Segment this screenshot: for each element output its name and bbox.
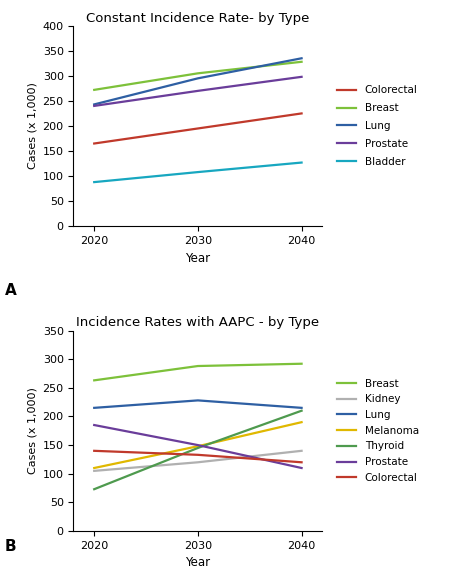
Line: Colorectal: Colorectal [94, 451, 301, 463]
Lung [299, 55, 304, 62]
Y-axis label: Cases (x 1,000): Cases (x 1,000) [27, 387, 37, 474]
Line: Lung: Lung [94, 58, 301, 104]
Line: Melanoma: Melanoma [94, 422, 301, 468]
Breast [195, 70, 201, 77]
Y-axis label: Cases (x 1,000): Cases (x 1,000) [27, 83, 37, 170]
Lung [91, 101, 97, 108]
Colorectal [91, 448, 97, 455]
Text: A: A [5, 283, 17, 297]
Lung [195, 397, 201, 404]
Colorectal [195, 452, 201, 459]
Line: Lung: Lung [94, 400, 301, 408]
Lung [91, 404, 97, 411]
Line: Prostate: Prostate [94, 77, 301, 106]
Kidney [91, 468, 97, 475]
Lung [195, 75, 201, 82]
X-axis label: Year: Year [185, 556, 210, 569]
Breast [299, 58, 304, 65]
Lung [299, 404, 304, 411]
Prostate [299, 74, 304, 81]
Line: Breast: Breast [94, 62, 301, 90]
Breast [91, 377, 97, 384]
Colorectal [299, 459, 304, 466]
Text: B: B [5, 539, 17, 554]
Breast [299, 360, 304, 367]
Kidney [299, 448, 304, 455]
Prostate [91, 102, 97, 109]
Line: Colorectal: Colorectal [94, 114, 301, 143]
Thyroid [299, 407, 304, 414]
X-axis label: Year: Year [185, 251, 210, 264]
Line: Bladder: Bladder [94, 163, 301, 182]
Breast [195, 363, 201, 369]
Prostate [195, 441, 201, 448]
Line: Breast: Breast [94, 364, 301, 380]
Bladder [195, 168, 201, 175]
Breast [91, 86, 97, 93]
Colorectal [195, 125, 201, 132]
Line: Kidney: Kidney [94, 451, 301, 471]
Title: Incidence Rates with AAPC - by Type: Incidence Rates with AAPC - by Type [76, 316, 319, 329]
Colorectal [299, 110, 304, 117]
Title: Constant Incidence Rate- by Type: Constant Incidence Rate- by Type [86, 11, 310, 25]
Thyroid [195, 445, 201, 452]
Melanoma [299, 419, 304, 425]
Melanoma [91, 465, 97, 472]
Line: Prostate: Prostate [94, 425, 301, 468]
Thyroid [91, 486, 97, 493]
Kidney [195, 459, 201, 466]
Line: Thyroid: Thyroid [94, 411, 301, 489]
Prostate [195, 87, 201, 94]
Bladder [91, 179, 97, 186]
Prostate [91, 421, 97, 428]
Legend: Colorectal, Breast, Lung, Prostate, Bladder: Colorectal, Breast, Lung, Prostate, Blad… [337, 85, 418, 167]
Prostate [299, 465, 304, 472]
Legend: Breast, Kidney, Lung, Melanoma, Thyroid, Prostate, Colorectal: Breast, Kidney, Lung, Melanoma, Thyroid,… [337, 379, 419, 483]
Melanoma [195, 443, 201, 449]
Colorectal [91, 140, 97, 147]
Bladder [299, 159, 304, 166]
